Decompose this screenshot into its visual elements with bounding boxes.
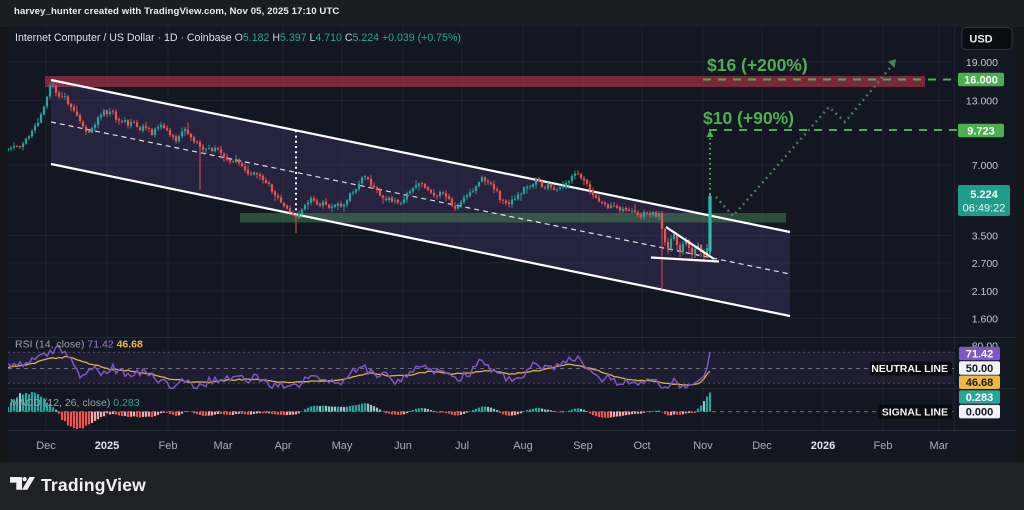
svg-text:2026: 2026 bbox=[811, 440, 835, 452]
svg-text:Dec: Dec bbox=[36, 440, 56, 452]
svg-text:$16 (+200%): $16 (+200%) bbox=[707, 55, 808, 75]
svg-text:$10 (+90%): $10 (+90%) bbox=[703, 108, 794, 128]
svg-text:16.000: 16.000 bbox=[964, 74, 998, 86]
svg-text:2025: 2025 bbox=[95, 440, 119, 452]
svg-text:0.000: 0.000 bbox=[966, 407, 994, 419]
svg-text:SIGNAL LINE: SIGNAL LINE bbox=[882, 406, 948, 418]
svg-text:46.68: 46.68 bbox=[966, 377, 994, 389]
svg-text:9.723: 9.723 bbox=[967, 125, 995, 137]
svg-text:NEUTRAL LINE: NEUTRAL LINE bbox=[871, 363, 948, 375]
svg-text:Internet Computer / US Dollar: Internet Computer / US Dollar · 1D · Coi… bbox=[15, 32, 461, 44]
svg-text:3.500: 3.500 bbox=[972, 230, 998, 242]
svg-text:RSI (14, close) 71.42 46.68: RSI (14, close) 71.42 46.68 bbox=[15, 339, 143, 351]
svg-text:Apr: Apr bbox=[274, 440, 291, 452]
svg-text:Oct: Oct bbox=[633, 440, 650, 452]
svg-text:Nov: Nov bbox=[693, 440, 713, 452]
svg-text:Dec: Dec bbox=[752, 440, 772, 452]
svg-text:71.42: 71.42 bbox=[966, 348, 994, 360]
svg-text:Aug: Aug bbox=[513, 440, 533, 452]
svg-text:Jul: Jul bbox=[455, 440, 469, 452]
svg-text:Jun: Jun bbox=[394, 440, 412, 452]
svg-text:7.000: 7.000 bbox=[972, 160, 998, 172]
svg-text:19.000: 19.000 bbox=[966, 57, 998, 69]
svg-text:Feb: Feb bbox=[159, 440, 178, 452]
svg-text:2.100: 2.100 bbox=[972, 286, 998, 298]
svg-text:2.700: 2.700 bbox=[972, 258, 998, 270]
svg-text:MACD (12, 26, close) 0.283: MACD (12, 26, close) 0.283 bbox=[10, 397, 140, 409]
svg-text:Mar: Mar bbox=[930, 440, 949, 452]
svg-text:13.000: 13.000 bbox=[966, 95, 998, 107]
svg-text:06:49:22: 06:49:22 bbox=[963, 203, 1006, 215]
svg-text:Mar: Mar bbox=[214, 440, 233, 452]
svg-text:5.224: 5.224 bbox=[970, 189, 998, 201]
svg-text:Feb: Feb bbox=[874, 440, 893, 452]
svg-text:Sep: Sep bbox=[573, 440, 593, 452]
svg-text:50.00: 50.00 bbox=[966, 363, 994, 375]
svg-text:USD: USD bbox=[969, 34, 992, 46]
svg-text:1.600: 1.600 bbox=[972, 313, 998, 325]
svg-text:0.283: 0.283 bbox=[966, 392, 994, 404]
svg-text:May: May bbox=[332, 440, 353, 452]
